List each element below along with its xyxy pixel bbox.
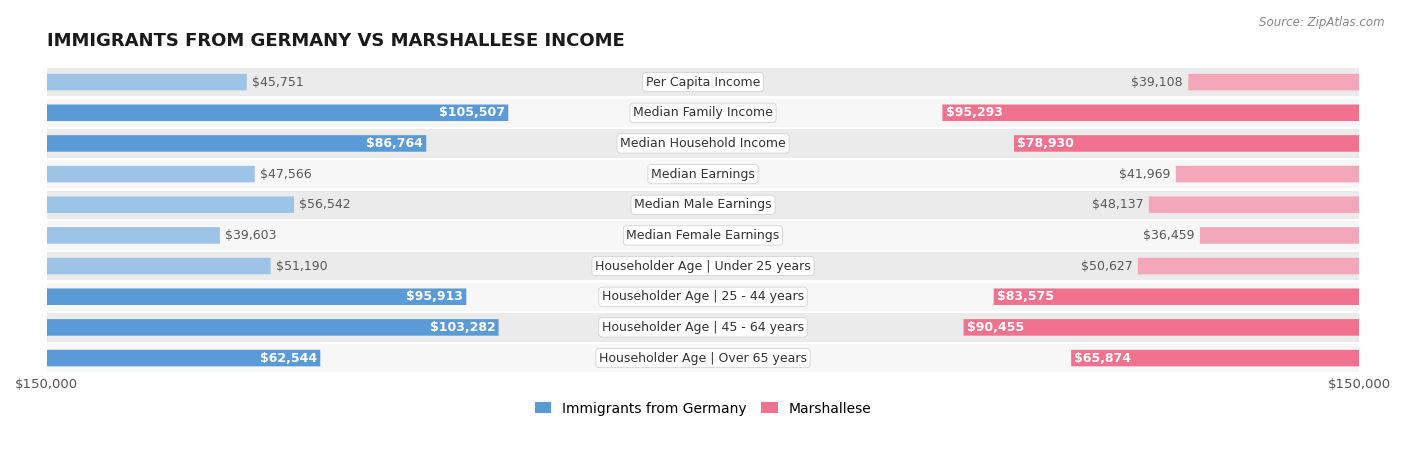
Bar xyxy=(46,313,1360,341)
FancyBboxPatch shape xyxy=(46,319,499,336)
FancyBboxPatch shape xyxy=(46,197,294,213)
Bar xyxy=(46,129,1360,157)
Text: $39,108: $39,108 xyxy=(1132,76,1182,89)
Text: $103,282: $103,282 xyxy=(429,321,495,334)
FancyBboxPatch shape xyxy=(46,258,270,274)
Text: Median Household Income: Median Household Income xyxy=(620,137,786,150)
Bar xyxy=(46,99,1360,127)
Bar xyxy=(46,191,1360,219)
Text: $56,542: $56,542 xyxy=(299,198,352,211)
Text: Median Male Earnings: Median Male Earnings xyxy=(634,198,772,211)
Text: $45,751: $45,751 xyxy=(252,76,304,89)
FancyBboxPatch shape xyxy=(46,350,321,366)
Text: $62,544: $62,544 xyxy=(260,352,316,365)
Text: $48,137: $48,137 xyxy=(1092,198,1143,211)
FancyBboxPatch shape xyxy=(1149,197,1360,213)
FancyBboxPatch shape xyxy=(1188,74,1360,91)
FancyBboxPatch shape xyxy=(46,227,219,244)
Text: $83,575: $83,575 xyxy=(997,290,1054,303)
Text: Householder Age | Under 25 years: Householder Age | Under 25 years xyxy=(595,260,811,273)
FancyBboxPatch shape xyxy=(1137,258,1360,274)
FancyBboxPatch shape xyxy=(1014,135,1360,152)
Text: $90,455: $90,455 xyxy=(967,321,1024,334)
Legend: Immigrants from Germany, Marshallese: Immigrants from Germany, Marshallese xyxy=(534,402,872,416)
Bar xyxy=(46,283,1360,311)
Bar xyxy=(46,252,1360,280)
Text: $51,190: $51,190 xyxy=(276,260,328,273)
Text: Median Family Income: Median Family Income xyxy=(633,106,773,119)
Text: Per Capita Income: Per Capita Income xyxy=(645,76,761,89)
FancyBboxPatch shape xyxy=(963,319,1360,336)
Text: $36,459: $36,459 xyxy=(1143,229,1195,242)
Text: Median Female Earnings: Median Female Earnings xyxy=(627,229,779,242)
FancyBboxPatch shape xyxy=(1199,227,1360,244)
Text: $95,293: $95,293 xyxy=(946,106,1002,119)
Bar xyxy=(46,344,1360,372)
Text: Householder Age | 25 - 44 years: Householder Age | 25 - 44 years xyxy=(602,290,804,303)
Text: IMMIGRANTS FROM GERMANY VS MARSHALLESE INCOME: IMMIGRANTS FROM GERMANY VS MARSHALLESE I… xyxy=(46,32,624,50)
Text: $86,764: $86,764 xyxy=(366,137,423,150)
FancyBboxPatch shape xyxy=(46,166,254,183)
FancyBboxPatch shape xyxy=(1071,350,1360,366)
FancyBboxPatch shape xyxy=(994,289,1360,305)
FancyBboxPatch shape xyxy=(46,135,426,152)
Bar xyxy=(46,160,1360,188)
Text: $41,969: $41,969 xyxy=(1119,168,1171,181)
FancyBboxPatch shape xyxy=(46,74,247,91)
FancyBboxPatch shape xyxy=(942,105,1360,121)
Bar xyxy=(46,221,1360,249)
Text: $39,603: $39,603 xyxy=(225,229,277,242)
Bar xyxy=(46,68,1360,96)
Text: $78,930: $78,930 xyxy=(1018,137,1074,150)
Text: Source: ZipAtlas.com: Source: ZipAtlas.com xyxy=(1260,16,1385,29)
Text: Householder Age | 45 - 64 years: Householder Age | 45 - 64 years xyxy=(602,321,804,334)
Text: Householder Age | Over 65 years: Householder Age | Over 65 years xyxy=(599,352,807,365)
Text: $105,507: $105,507 xyxy=(439,106,505,119)
Text: $47,566: $47,566 xyxy=(260,168,312,181)
Text: Median Earnings: Median Earnings xyxy=(651,168,755,181)
FancyBboxPatch shape xyxy=(46,289,467,305)
FancyBboxPatch shape xyxy=(46,105,509,121)
Text: $95,913: $95,913 xyxy=(406,290,463,303)
Text: $65,874: $65,874 xyxy=(1074,352,1132,365)
Text: $50,627: $50,627 xyxy=(1081,260,1133,273)
FancyBboxPatch shape xyxy=(1175,166,1360,183)
